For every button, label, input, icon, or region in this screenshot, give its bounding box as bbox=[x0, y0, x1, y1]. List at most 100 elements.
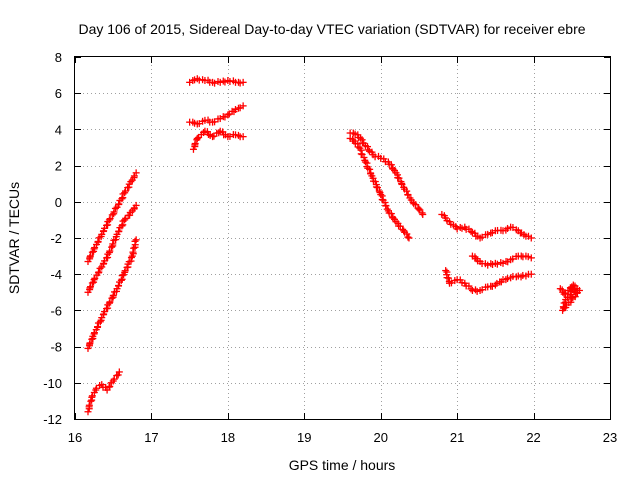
y-axis-label: SDTVAR / TECUs bbox=[6, 182, 22, 294]
data-point bbox=[239, 102, 247, 110]
data-point bbox=[567, 288, 575, 296]
data-point bbox=[226, 78, 234, 86]
y-tick-label: 0 bbox=[55, 195, 62, 210]
data-point bbox=[215, 129, 223, 137]
data-point bbox=[109, 291, 117, 299]
data-point bbox=[239, 78, 247, 86]
data-point bbox=[374, 184, 382, 192]
y-tick-label: -8 bbox=[50, 340, 62, 355]
data-point bbox=[404, 233, 412, 241]
data-point bbox=[524, 253, 532, 261]
plot-frame bbox=[74, 56, 611, 420]
data-point bbox=[400, 227, 408, 235]
x-tick-label: 22 bbox=[526, 430, 540, 445]
data-point bbox=[224, 111, 232, 119]
y-tick-label: -4 bbox=[50, 267, 62, 282]
y-tick-label: 2 bbox=[55, 159, 62, 174]
data-point bbox=[569, 281, 577, 289]
data-point bbox=[377, 191, 385, 199]
data-point bbox=[366, 165, 374, 173]
data-point bbox=[491, 281, 499, 289]
data-point bbox=[488, 282, 496, 290]
data-point bbox=[86, 283, 94, 291]
data-point bbox=[117, 276, 125, 284]
data-point bbox=[559, 303, 567, 311]
data-point bbox=[106, 215, 114, 223]
data-point bbox=[132, 169, 140, 177]
data-point bbox=[110, 375, 118, 383]
x-tick-label: 19 bbox=[297, 430, 311, 445]
data-point bbox=[387, 161, 395, 169]
y-tick-label: -12 bbox=[43, 412, 62, 427]
data-point bbox=[191, 140, 199, 148]
data-point bbox=[121, 216, 129, 224]
data-point bbox=[527, 254, 535, 262]
data-point bbox=[200, 129, 208, 137]
data-point bbox=[118, 195, 126, 203]
data-point bbox=[415, 205, 423, 213]
data-point bbox=[419, 210, 427, 218]
data-point bbox=[115, 227, 123, 235]
data-point bbox=[389, 214, 397, 222]
data-point bbox=[560, 290, 568, 298]
data-point bbox=[106, 298, 114, 306]
data-point bbox=[403, 187, 411, 195]
data-point bbox=[504, 275, 512, 283]
data-point bbox=[566, 292, 574, 300]
data-point bbox=[357, 150, 365, 158]
data-point bbox=[382, 202, 390, 210]
data-point bbox=[493, 260, 501, 268]
data-point bbox=[129, 248, 137, 256]
data-point bbox=[127, 254, 135, 262]
data-point bbox=[111, 204, 119, 212]
data-point bbox=[211, 79, 219, 87]
data-point bbox=[94, 237, 102, 245]
data-point bbox=[90, 276, 98, 284]
y-tick-label: -6 bbox=[50, 303, 62, 318]
data-point bbox=[364, 143, 372, 151]
data-point bbox=[236, 79, 244, 87]
data-point bbox=[94, 323, 102, 331]
data-point bbox=[234, 131, 242, 139]
x-tick-label: 18 bbox=[221, 430, 235, 445]
data-point bbox=[405, 234, 413, 242]
data-point bbox=[85, 401, 93, 409]
data-point bbox=[127, 178, 135, 186]
data-point bbox=[96, 318, 104, 326]
data-point bbox=[504, 224, 512, 232]
x-tick-label: 16 bbox=[68, 430, 82, 445]
data-point bbox=[114, 371, 122, 379]
data-point bbox=[371, 178, 379, 186]
data-point bbox=[118, 222, 126, 230]
data-point bbox=[381, 199, 389, 207]
data-point bbox=[109, 240, 117, 248]
axis-ticks: 16 17 18 19 20 21 22 23 -12 -10 -8 -6 -4 -2 0 2 4 6 8 bbox=[43, 50, 617, 445]
data-point bbox=[130, 244, 138, 252]
data-point bbox=[95, 268, 103, 276]
data-point bbox=[110, 208, 118, 216]
data-point bbox=[84, 408, 92, 416]
data-point bbox=[115, 368, 123, 376]
data-point bbox=[131, 237, 139, 245]
data-point bbox=[445, 274, 453, 282]
data-point bbox=[387, 210, 395, 218]
data-point bbox=[467, 285, 475, 293]
data-point bbox=[132, 236, 140, 244]
data-point bbox=[357, 134, 365, 142]
data-point bbox=[389, 165, 397, 173]
y-tick-label: 6 bbox=[55, 86, 62, 101]
data-point bbox=[115, 282, 123, 290]
x-tick-label: 17 bbox=[144, 430, 158, 445]
data-point bbox=[108, 243, 116, 251]
data-point bbox=[471, 286, 479, 294]
data-point bbox=[364, 146, 372, 154]
x-tick-label: 23 bbox=[603, 430, 617, 445]
data-point bbox=[560, 299, 568, 307]
data-point bbox=[106, 247, 114, 255]
data-point bbox=[527, 234, 535, 242]
data-point bbox=[132, 201, 140, 209]
data-points bbox=[84, 75, 583, 416]
y-tick-label: 8 bbox=[55, 50, 62, 65]
data-point bbox=[442, 267, 450, 275]
